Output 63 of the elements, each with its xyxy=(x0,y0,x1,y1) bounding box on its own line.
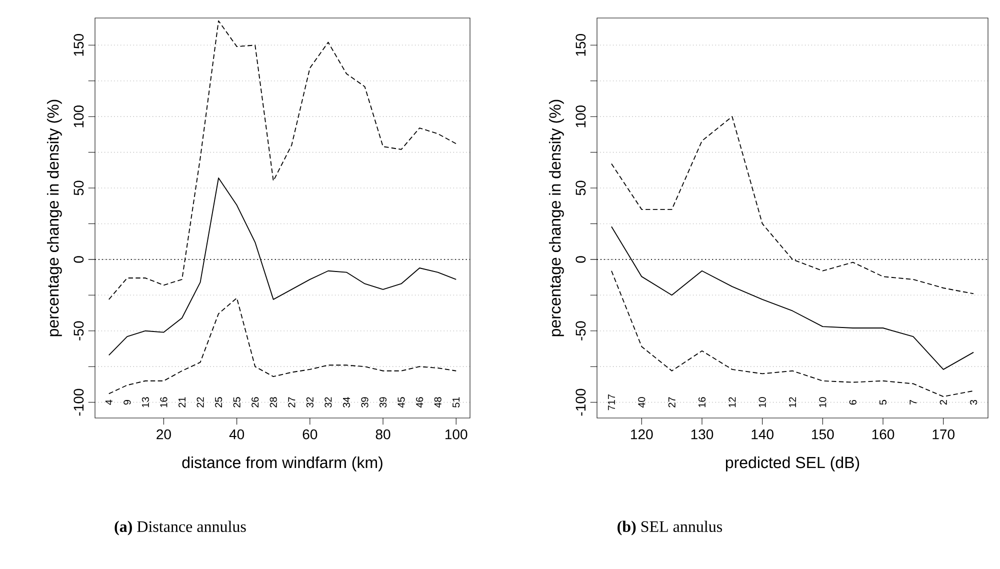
x-tick-label: 150 xyxy=(812,429,834,440)
annotation: 21 xyxy=(178,397,186,408)
y-tick-label: 50 xyxy=(576,180,586,196)
x-tick-label: 120 xyxy=(631,429,653,440)
annotation: 4 xyxy=(105,400,112,405)
x-tick-label: 40 xyxy=(229,429,244,440)
annotation: 27 xyxy=(288,397,296,408)
annotation: 5 xyxy=(880,400,887,405)
x-tick-label: 160 xyxy=(872,429,894,440)
annotation: 39 xyxy=(379,397,387,408)
annotation: 32 xyxy=(324,397,332,408)
y-tick-label: -100 xyxy=(74,388,84,416)
y-axis-title: percentage change in density (%) xyxy=(548,100,564,336)
annotation: 25 xyxy=(215,397,222,408)
annotation: 32 xyxy=(306,397,314,408)
x-tick-label: 20 xyxy=(156,429,171,440)
annotation: 13 xyxy=(142,397,149,408)
text: (a) Distance annulus xyxy=(114,520,246,536)
annotation: 12 xyxy=(789,397,796,408)
annotation: 27 xyxy=(668,397,676,408)
x-tick-label: 140 xyxy=(752,429,774,440)
annotation: 9 xyxy=(124,400,131,405)
y-tick-label: 50 xyxy=(74,180,84,196)
x-tick-label: 80 xyxy=(376,429,390,440)
annotation: 3 xyxy=(970,400,978,405)
y-tick-label: 100 xyxy=(74,105,84,128)
annotation: 40 xyxy=(638,397,646,408)
y-tick-label: -50 xyxy=(74,321,84,340)
annotation: 48 xyxy=(434,397,442,408)
y-tick-label: 150 xyxy=(576,34,586,56)
annotation: 2 xyxy=(940,400,947,405)
x-tick-label: 60 xyxy=(302,429,318,440)
annotation: 717 xyxy=(608,394,615,410)
annotation: 7 xyxy=(910,400,917,405)
annotation: 39 xyxy=(361,397,368,408)
x-axis-title: predicted SEL (dB) xyxy=(726,456,860,472)
annotation: 22 xyxy=(196,397,204,408)
annotation: 6 xyxy=(849,400,856,405)
annotation: 51 xyxy=(452,397,460,408)
y-tick-label: 100 xyxy=(576,105,586,128)
y-tick-label: -50 xyxy=(576,321,586,340)
annotation: 25 xyxy=(233,397,240,408)
annotation: 45 xyxy=(398,397,405,408)
line-series xyxy=(108,298,457,394)
annotation: 16 xyxy=(698,397,706,408)
y-tick-label: 0 xyxy=(576,256,586,263)
annotation: 34 xyxy=(342,397,350,408)
y-axis-title: percentage change in density (%) xyxy=(46,100,62,336)
y-tick-label: 0 xyxy=(74,256,84,263)
annotation: 16 xyxy=(160,397,168,408)
x-tick-label: 130 xyxy=(691,429,714,440)
annotation: 10 xyxy=(819,397,826,408)
y-tick-label: 150 xyxy=(74,34,84,56)
annotation: 46 xyxy=(416,397,424,408)
y-tick-label: -100 xyxy=(576,388,586,416)
annotation: 26 xyxy=(252,397,259,408)
x-tick-label: 100 xyxy=(446,429,468,440)
annotation: 10 xyxy=(758,397,766,408)
text: (b) SEL annulus xyxy=(618,520,722,536)
annotation: 12 xyxy=(728,397,736,408)
x-tick-label: 170 xyxy=(932,429,954,440)
annotation: 28 xyxy=(270,397,277,408)
x-axis-title: distance from windfarm (km) xyxy=(182,456,382,472)
